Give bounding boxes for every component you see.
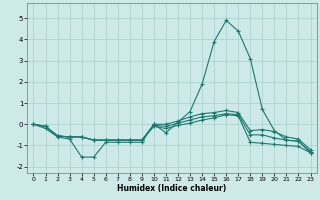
X-axis label: Humidex (Indice chaleur): Humidex (Indice chaleur) (117, 184, 227, 193)
